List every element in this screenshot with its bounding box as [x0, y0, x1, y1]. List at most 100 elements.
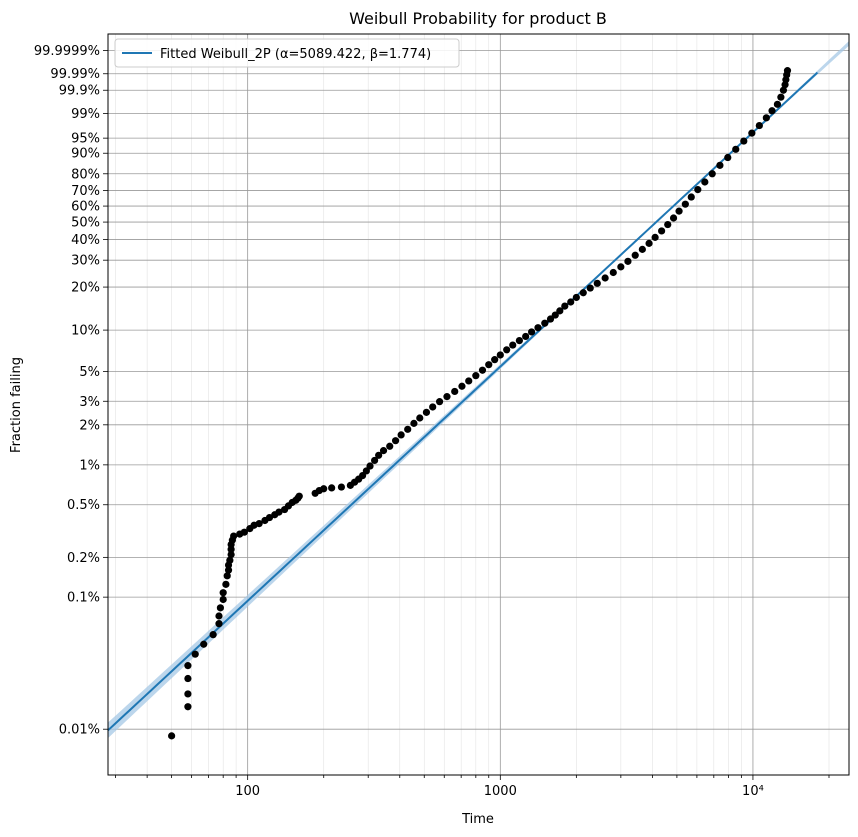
data-point: [675, 207, 683, 215]
data-point: [227, 550, 235, 559]
data-point: [609, 268, 617, 277]
data-point: [410, 419, 418, 427]
y-tick-label: 50%: [71, 216, 100, 231]
data-point: [732, 145, 740, 153]
data-point: [184, 674, 192, 683]
data-point: [191, 650, 199, 658]
data-point: [397, 431, 405, 439]
data-point: [740, 137, 748, 145]
y-tick-label: 99.9%: [59, 84, 100, 99]
y-tick-label: 30%: [71, 254, 100, 269]
data-point: [783, 67, 792, 75]
y-tick-label: 70%: [71, 184, 100, 199]
data-point: [617, 263, 625, 271]
data-point: [295, 492, 303, 500]
data-point: [624, 257, 632, 265]
data-point: [503, 346, 511, 354]
data-point: [184, 703, 192, 711]
data-point: [404, 425, 412, 433]
data-point: [416, 414, 424, 422]
data-point: [230, 532, 238, 540]
data-point: [664, 220, 672, 229]
data-point: [320, 485, 328, 493]
data-point: [168, 732, 176, 740]
y-tick-label: 2%: [79, 418, 100, 433]
confidence-band-area: [108, 40, 849, 739]
data-point: [435, 398, 444, 406]
x-tick-label: 10⁴: [742, 784, 764, 799]
y-tick-label: 95%: [71, 132, 100, 147]
data-point: [451, 387, 459, 396]
data-point: [219, 589, 227, 597]
data-point: [601, 274, 609, 282]
data-point: [651, 233, 659, 241]
data-point: [645, 239, 653, 247]
y-tick-label: 5%: [79, 365, 100, 380]
x-axis-label: Time: [461, 812, 494, 827]
y-axis-ticks: 0.01% 0.1% 0.2% 0.5% 1% 2% 3% 5% 10% 20% 30% 40% 50%…: [34, 44, 108, 738]
x-tick-label: 100: [235, 784, 260, 799]
data-point: [561, 302, 569, 310]
x-axis-ticks: 100 1000 10⁴: [115, 775, 830, 799]
data-point: [724, 153, 732, 162]
data-point: [184, 662, 192, 670]
y-tick-label: 99.99%: [50, 67, 100, 82]
data-point: [240, 528, 248, 536]
data-point: [215, 620, 223, 628]
legend-box: [114, 38, 460, 68]
y-tick-label: 10%: [71, 324, 100, 339]
data-point: [528, 328, 536, 336]
data-point: [391, 437, 400, 445]
data-point: [687, 193, 695, 201]
y-tick-label: 1%: [79, 458, 100, 473]
legend: Fitted Weibull_2P (α=5089.422, β=1.774): [114, 38, 460, 68]
data-point: [215, 612, 223, 620]
data-point: [586, 284, 594, 292]
data-point: [694, 186, 702, 194]
y-tick-label: 40%: [71, 233, 100, 248]
data-point: [429, 403, 437, 411]
y-tick-label: 80%: [71, 167, 100, 182]
y-axis-label: Fraction failing: [9, 357, 24, 453]
data-point: [223, 572, 231, 580]
data-point: [216, 604, 225, 612]
data-point: [631, 251, 639, 259]
data-point: [658, 227, 666, 235]
data-point: [366, 462, 374, 470]
data-point: [472, 372, 480, 380]
data-point: [541, 319, 549, 327]
data-point: [328, 484, 336, 492]
data-point: [567, 298, 575, 306]
data-point: [572, 293, 580, 302]
fit-line: [107, 71, 819, 732]
y-tick-label: 90%: [71, 147, 100, 162]
y-tick-label: 3%: [79, 395, 100, 410]
data-point: [708, 170, 716, 178]
data-point: [219, 595, 227, 604]
data-point: [779, 86, 788, 94]
y-tick-label: 0.1%: [67, 591, 100, 606]
data-point: [222, 580, 230, 588]
data-point: [496, 351, 504, 359]
x-tick-label: 1000: [484, 784, 517, 799]
y-tick-label: 20%: [71, 281, 100, 296]
data-point: [593, 279, 601, 287]
data-point: [458, 382, 466, 390]
y-tick-label: 99%: [71, 107, 100, 122]
data-point: [362, 467, 370, 475]
data-point: [491, 356, 499, 364]
data-point: [701, 178, 709, 186]
data-point: [265, 513, 274, 522]
y-tick-label: 0.2%: [67, 551, 100, 566]
y-tick-label: 60%: [71, 200, 100, 215]
data-point: [773, 100, 782, 108]
data-point: [755, 121, 763, 130]
data-point: [443, 393, 451, 401]
data-points: [168, 67, 792, 740]
data-point: [551, 311, 559, 319]
data-point: [748, 129, 756, 137]
data-point: [226, 556, 234, 564]
data-point: [716, 161, 724, 169]
data-point: [556, 307, 564, 315]
